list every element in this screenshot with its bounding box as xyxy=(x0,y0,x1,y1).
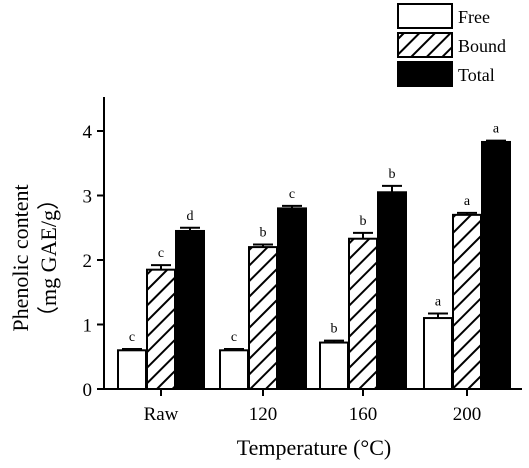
bar-free xyxy=(423,317,453,390)
bar-total xyxy=(175,229,205,390)
bar-free xyxy=(117,349,147,390)
significance-label: d xyxy=(187,209,194,224)
significance-label: c xyxy=(231,330,237,345)
significance-label: b xyxy=(331,322,338,337)
y-axis-unit: （mg GAE/g） xyxy=(36,188,61,328)
legend-swatch-bound xyxy=(397,32,453,58)
x-tick-label: 120 xyxy=(249,404,278,425)
bar-free xyxy=(219,349,249,390)
y-tick-label: 4 xyxy=(83,122,93,143)
significance-label: b xyxy=(389,167,396,182)
bar-total xyxy=(377,191,407,390)
y-tick-label: 1 xyxy=(83,316,93,337)
y-axis-title: Phenolic content xyxy=(8,184,33,331)
x-tick-label: 200 xyxy=(453,404,482,425)
legend-swatch-free xyxy=(397,3,453,29)
bar-bound xyxy=(146,268,176,390)
x-axis-ticks: Raw 120 160 200 xyxy=(144,389,482,425)
legend-label-bound: Bound xyxy=(458,36,506,56)
significance-label: b xyxy=(360,214,367,229)
x-tick-label: Raw xyxy=(144,404,179,425)
legend-label-free: Free xyxy=(458,7,490,27)
bar-free xyxy=(319,341,349,390)
significance-label: c xyxy=(289,187,295,202)
y-tick-label: 0 xyxy=(83,380,93,401)
significance-label: c xyxy=(158,246,164,261)
x-axis-title: Temperature (°C) xyxy=(237,435,391,460)
legend-swatch-total xyxy=(397,61,453,87)
significance-label: a xyxy=(464,194,471,209)
bar-total xyxy=(481,140,511,390)
x-tick-label: 160 xyxy=(349,404,378,425)
significance-label: a xyxy=(493,122,500,137)
bar-series: c c b a c b b a d c b a xyxy=(117,122,511,390)
significance-label: b xyxy=(260,226,267,241)
significance-label: a xyxy=(435,295,442,310)
bar-total xyxy=(277,207,307,390)
y-tick-label: 3 xyxy=(83,187,93,208)
y-tick-label: 2 xyxy=(83,251,93,272)
significance-label: c xyxy=(129,330,135,345)
y-axis-ticks: 0 1 2 3 4 xyxy=(83,122,104,401)
bar-bound xyxy=(348,237,378,390)
bar-bound xyxy=(452,213,482,390)
legend-label-total: Total xyxy=(458,65,495,85)
bar-bound xyxy=(248,246,278,390)
legend: Free Bound Total xyxy=(397,3,506,87)
